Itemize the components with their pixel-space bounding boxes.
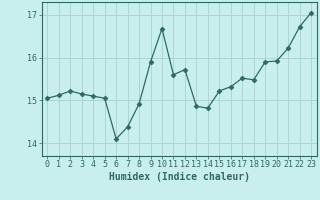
X-axis label: Humidex (Indice chaleur): Humidex (Indice chaleur) xyxy=(109,172,250,182)
